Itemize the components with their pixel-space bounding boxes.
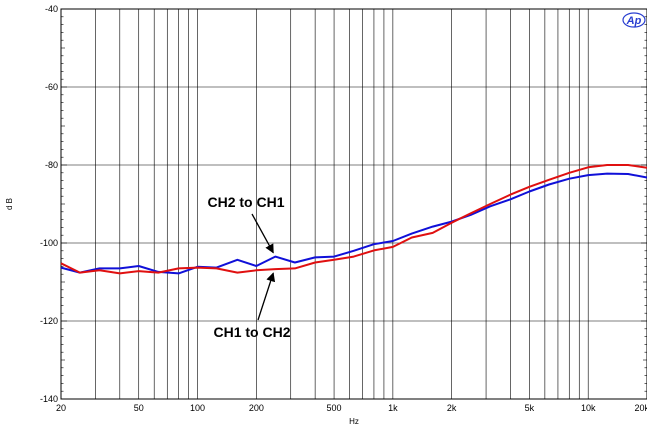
annotation-ch1-to-ch2: CH1 to CH2 <box>213 324 290 340</box>
x-tick-label: 50 <box>134 403 144 413</box>
y-tick-label: -80 <box>45 160 58 170</box>
x-tick-label: 2k <box>447 403 457 413</box>
y-axis-ticks: -40 -60 -80 -100 -120 -140 <box>40 4 647 404</box>
ap-logo-text: Ap <box>626 15 642 27</box>
y-tick-label: -60 <box>45 82 58 92</box>
y-axis-label: d B <box>5 198 14 210</box>
x-axis-label: Hz <box>349 417 359 426</box>
annotation-ch2-to-ch1: CH2 to CH1 <box>207 194 284 210</box>
plot-frame <box>60 8 647 400</box>
y-tick-label: -100 <box>40 238 58 248</box>
x-tick-label: 20k <box>634 403 647 413</box>
series-line-ch1-to-ch2 <box>60 164 647 275</box>
x-axis-ticks: 20 50 100 200 500 1k 2k 5k 10k 20k <box>56 403 647 413</box>
x-tick-label: 1k <box>388 403 398 413</box>
x-tick-label: 100 <box>190 403 205 413</box>
series <box>60 164 647 275</box>
annotations: CH2 to CH1 CH1 to CH2 <box>207 194 290 340</box>
ap-logo: Ap <box>622 12 646 28</box>
y-tick-label: -140 <box>40 394 58 404</box>
y-tick-label: -120 <box>40 316 58 326</box>
arrow-ch1-to-ch2 <box>257 272 276 321</box>
x-tick-label: 10k <box>581 403 596 413</box>
y-tick-label: -40 <box>45 4 58 14</box>
x-tick-label: 500 <box>327 403 342 413</box>
arrow-ch2-to-ch1 <box>251 213 274 254</box>
grid <box>61 9 647 399</box>
series-line-ch2-to-ch1 <box>60 172 647 275</box>
ap-logo-ring <box>622 12 646 28</box>
x-tick-label: 5k <box>525 403 535 413</box>
x-tick-label: 200 <box>249 403 264 413</box>
x-tick-label: 20 <box>56 403 66 413</box>
